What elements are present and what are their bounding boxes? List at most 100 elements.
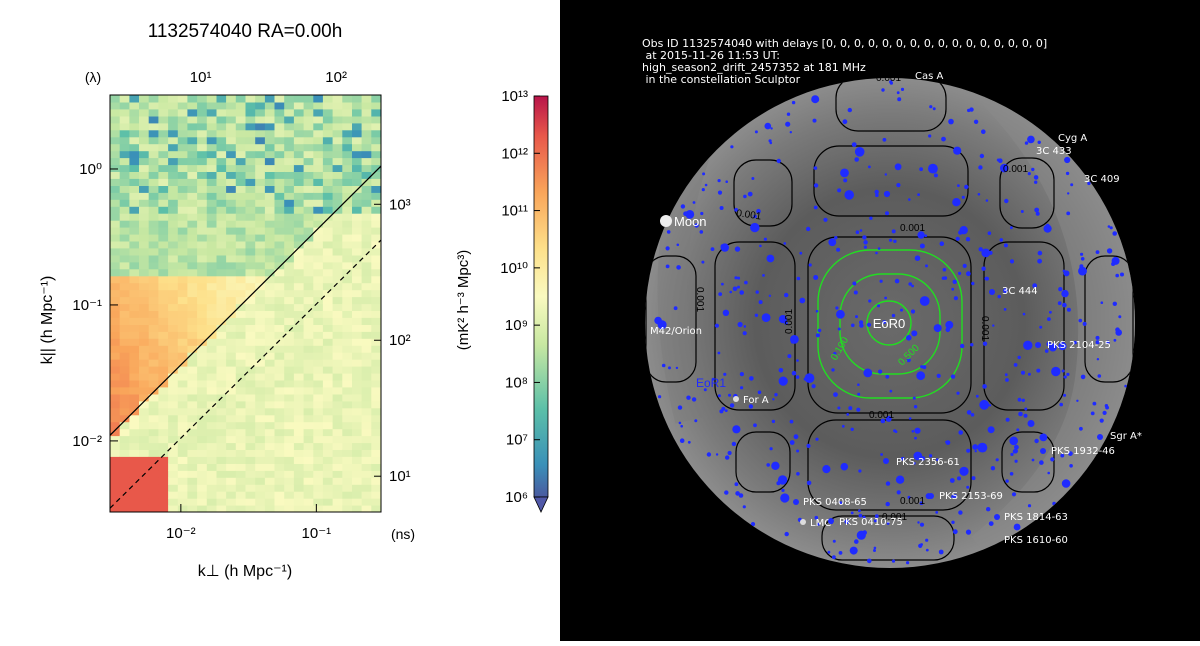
heatmap-cell [139, 428, 150, 437]
heatmap-cell [255, 108, 266, 117]
top-axis-label: (λ) [85, 69, 101, 85]
heatmap-cell [293, 421, 305, 430]
heatmap-cell [148, 240, 159, 249]
heatmap-cell [361, 393, 372, 402]
source-dot [1061, 289, 1069, 298]
heatmap-cell [342, 317, 353, 325]
heatmap-cell [332, 185, 343, 193]
source-dot [1012, 449, 1017, 454]
source-dot [855, 230, 860, 234]
heatmap-cell [206, 199, 218, 207]
heatmap-cell [332, 373, 343, 381]
source-dot [817, 522, 820, 526]
heatmap-cell [216, 456, 227, 464]
source-dot [844, 519, 850, 525]
heatmap-cell [168, 345, 179, 353]
heatmap-cell [342, 359, 353, 367]
heatmap-cell [245, 108, 256, 117]
heatmap-cell [197, 505, 208, 512]
heatmap-cell [197, 303, 208, 311]
heatmap-cell [119, 150, 130, 159]
heatmap-cell [187, 421, 198, 430]
heatmap-cell [303, 345, 314, 353]
heatmap-cell [322, 505, 334, 512]
source-dot [1082, 321, 1087, 326]
heatmap-cell [206, 373, 218, 381]
heatmap-cell [371, 373, 381, 381]
heatmap-cell [352, 400, 363, 409]
heatmap-cell [303, 227, 314, 235]
heatmap-cell [264, 122, 276, 131]
heatmap-cell [158, 164, 169, 172]
heatmap-cell [158, 442, 169, 450]
source-dot [700, 211, 704, 216]
source-dot [813, 183, 819, 188]
heatmap-cell [148, 310, 159, 318]
heatmap-cell [139, 289, 150, 298]
heatmap-cell [255, 317, 266, 325]
heatmap-cell [139, 456, 150, 464]
heatmap-cell [177, 303, 189, 311]
heatmap-cell [352, 136, 363, 145]
heatmap-cell [255, 247, 266, 256]
heatmap-cell [226, 345, 237, 353]
source-dot [958, 510, 963, 515]
heatmap-cell [274, 484, 285, 492]
heatmap-cell [284, 456, 295, 464]
heatmap-cell [313, 456, 324, 464]
heatmap-cell [332, 359, 343, 367]
heatmap-cell [303, 386, 314, 395]
heatmap-cell [206, 442, 218, 450]
heatmap-cell [197, 143, 208, 152]
source-dot [836, 309, 845, 319]
heatmap-cell [226, 400, 237, 409]
source-dot [1078, 318, 1083, 323]
heatmap-cell [148, 386, 159, 395]
heatmap-cell [293, 296, 305, 305]
heatmap-cell [284, 115, 295, 124]
source-dot [917, 193, 920, 197]
heatmap-cell [284, 178, 295, 186]
heatmap-cell [274, 199, 285, 207]
heatmap-cell [119, 484, 130, 492]
source-dot [1018, 411, 1023, 417]
heatmap-cell [177, 310, 189, 318]
heatmap-cell [342, 206, 353, 214]
heatmap-cell [206, 247, 218, 256]
heatmap-cell [139, 331, 150, 339]
heatmap-cell [216, 373, 227, 381]
heatmap-cell [264, 95, 276, 103]
heatmap-cell [303, 220, 314, 228]
heatmap-cell [216, 192, 227, 200]
heatmap-cell [139, 324, 150, 332]
heatmap-cell [255, 407, 266, 416]
heatmap-cell [313, 206, 324, 214]
source-dot [739, 372, 744, 377]
source-dot [859, 320, 864, 325]
heatmap-cell [197, 470, 208, 478]
heatmap-cell [274, 359, 285, 367]
heatmap-cell [168, 178, 179, 186]
heatmap-cell [177, 331, 189, 339]
heatmap-cell [274, 414, 285, 423]
source-dot [791, 370, 797, 376]
colorbar-label: (mK² h⁻³ Mpc³) [455, 250, 472, 350]
heatmap-cell [303, 338, 314, 346]
heatmap-cell [332, 150, 343, 159]
source-dot [1031, 167, 1035, 172]
heatmap-cell [371, 178, 381, 186]
heatmap-cell [235, 310, 247, 318]
heatmap-cell [226, 261, 237, 270]
source-dot [730, 145, 734, 149]
source-dot [677, 405, 683, 410]
x-axis-label: k⊥ (h Mpc⁻¹) [198, 563, 292, 580]
source-dot [936, 373, 941, 378]
heatmap-cell [216, 491, 227, 499]
heatmap-cell [158, 101, 169, 110]
source-dot [938, 549, 944, 555]
heatmap-cell [235, 143, 247, 152]
heatmap-cell [119, 115, 130, 124]
source-label: 3C 444 [1002, 286, 1038, 297]
heatmap-cell [274, 303, 285, 311]
heatmap-cell [158, 491, 169, 499]
